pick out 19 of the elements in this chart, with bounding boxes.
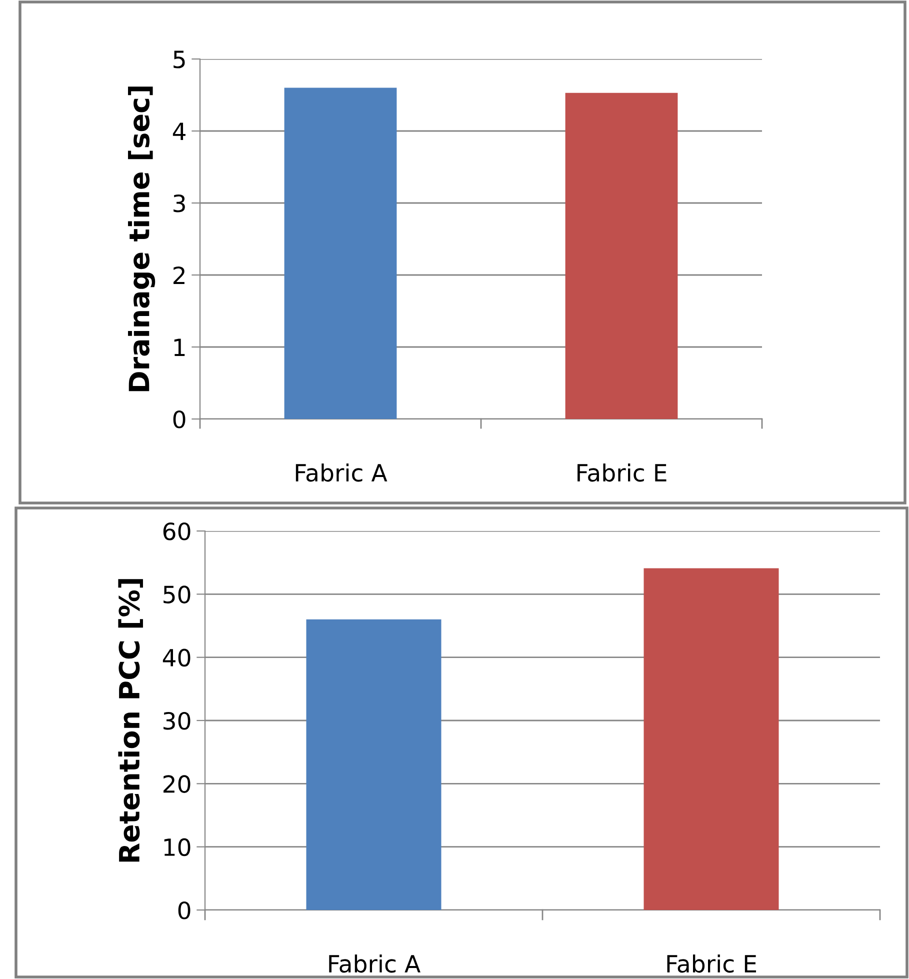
y-tick-label: 3 [174,194,185,212]
x-tick-label: Fabric E [578,463,666,482]
y-tick-label: 50 [164,586,190,604]
y-tick-label: 40 [162,648,190,667]
y-tick-label: 2 [174,266,184,284]
y-tick-label: 60 [163,522,190,540]
y-axis-title: Drainage time [sec] [128,86,156,392]
y-tick-label: 0 [173,410,186,428]
x-tick-label: Fabric A [296,463,388,482]
y-tick-label: 30 [164,712,190,730]
y-tick-label: 1 [174,338,185,356]
y-tick-label: 5 [174,50,185,68]
x-tick-label: Fabric A [329,954,420,973]
y-axis-title: Retention PCC [%] [118,579,143,862]
y-tick-label: 10 [164,838,190,856]
y-tick-label: 20 [163,775,190,793]
y-tick-label: 4 [172,122,186,140]
y-tick-label: 0 [178,901,190,920]
x-tick-label: Fabric E [667,954,756,973]
